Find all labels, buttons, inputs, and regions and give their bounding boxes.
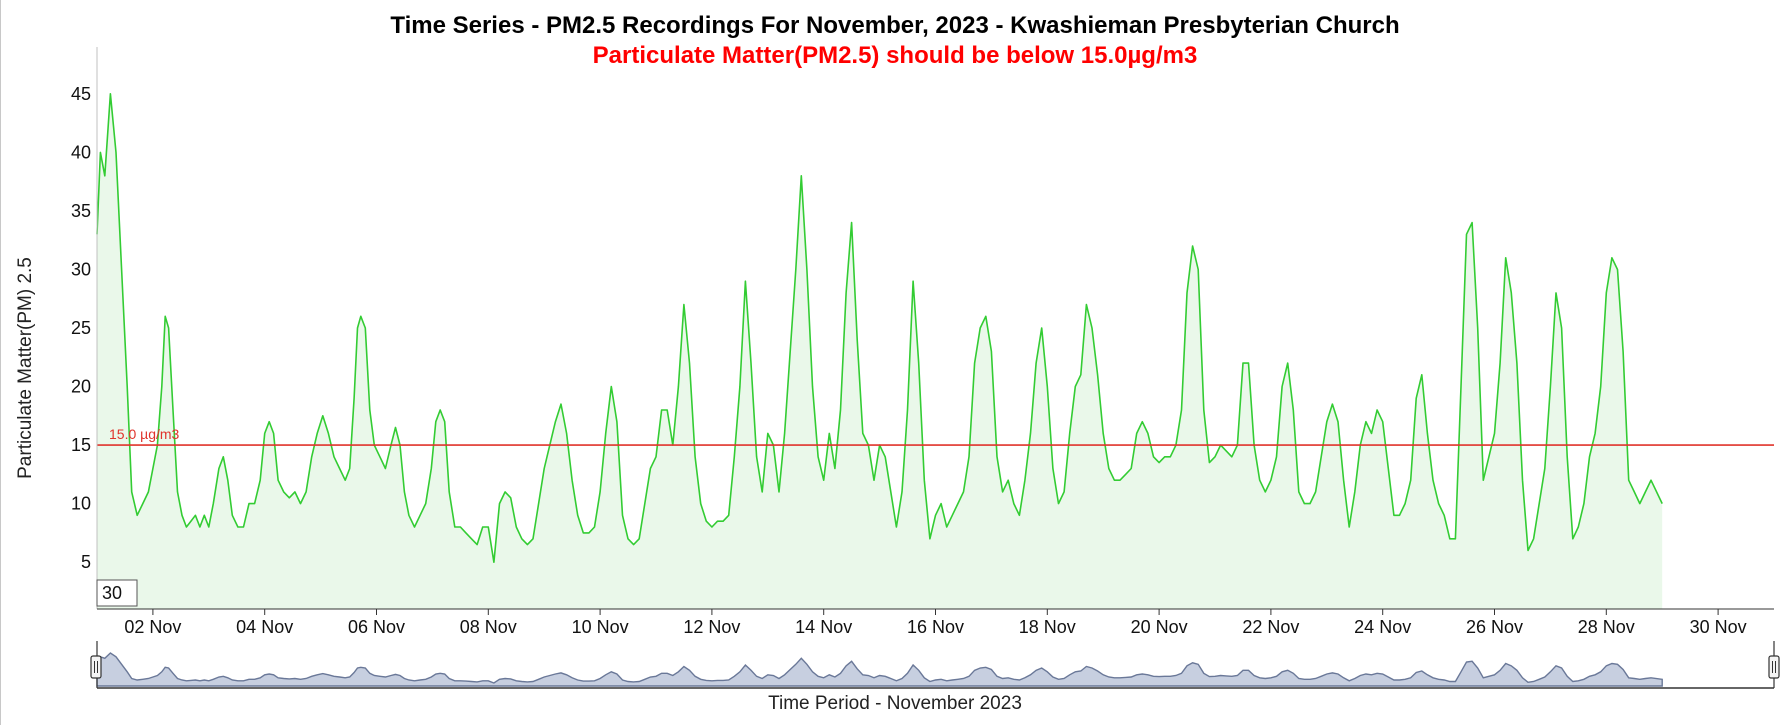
y-tick-label: 10 [71, 494, 91, 514]
value-box-frame [96, 579, 138, 607]
y-tick-label: 40 [71, 142, 91, 162]
value-box-text: 30 [102, 583, 122, 603]
x-tick-label: 30 Nov [1690, 617, 1747, 637]
pm25-series-line [96, 93, 1663, 563]
x-tick-label: 14 Nov [795, 617, 852, 637]
pm25-area-fill [97, 93, 1663, 610]
x-tick-label: 24 Nov [1354, 617, 1411, 637]
y-tick-label: 45 [71, 84, 91, 104]
navigator-value-box[interactable]: 30 [96, 579, 138, 607]
y-tick-label: 5 [81, 552, 91, 572]
y-tick-label: 35 [71, 201, 91, 221]
y-tick-label: 30 [71, 259, 91, 279]
navigator-right-handle[interactable] [1768, 655, 1780, 679]
y-axis-ticks: 5 10 15 20 25 30 35 40 45 [71, 84, 91, 572]
y-axis-title: Particulate Matter(PM) 2.5 [15, 257, 36, 479]
x-tick-label: 28 Nov [1578, 617, 1635, 637]
x-tick-label: 26 Nov [1466, 617, 1523, 637]
chart-subtitle: Particulate Matter(PM2.5) should be belo… [593, 42, 1198, 69]
x-tick-label: 16 Nov [907, 617, 964, 637]
navigator-left-handle[interactable] [90, 655, 102, 679]
x-tick-label: 08 Nov [460, 617, 517, 637]
y-tick-label: 20 [71, 377, 91, 397]
navigator-series [96, 652, 1663, 687]
x-tick-label: 22 Nov [1242, 617, 1299, 637]
x-tick-label: 12 Nov [683, 617, 740, 637]
threshold-label: 15.0 µg/m3 [109, 426, 180, 442]
navigator[interactable] [90, 641, 1780, 689]
left-border-line [0, 0, 1, 725]
y-tick-label: 15 [71, 435, 91, 455]
x-axis-title: Time Period - November 2023 [768, 693, 1022, 714]
chart-title: Time Series - PM2.5 Recordings For Novem… [390, 12, 1399, 39]
y-tick-label: 25 [71, 318, 91, 338]
plot-area: 15.0 µg/m3 [96, 93, 1774, 610]
x-tick-label: 04 Nov [236, 617, 293, 637]
x-tick-label: 18 Nov [1019, 617, 1076, 637]
x-axis-ticks: 02 Nov 04 Nov 06 Nov 08 Nov 10 Nov 12 Nov 14 N… [124, 609, 1747, 637]
x-tick-label: 10 Nov [572, 617, 629, 637]
x-tick-label: 02 Nov [124, 617, 181, 637]
x-tick-label: 20 Nov [1131, 617, 1188, 637]
x-tick-label: 06 Nov [348, 617, 405, 637]
